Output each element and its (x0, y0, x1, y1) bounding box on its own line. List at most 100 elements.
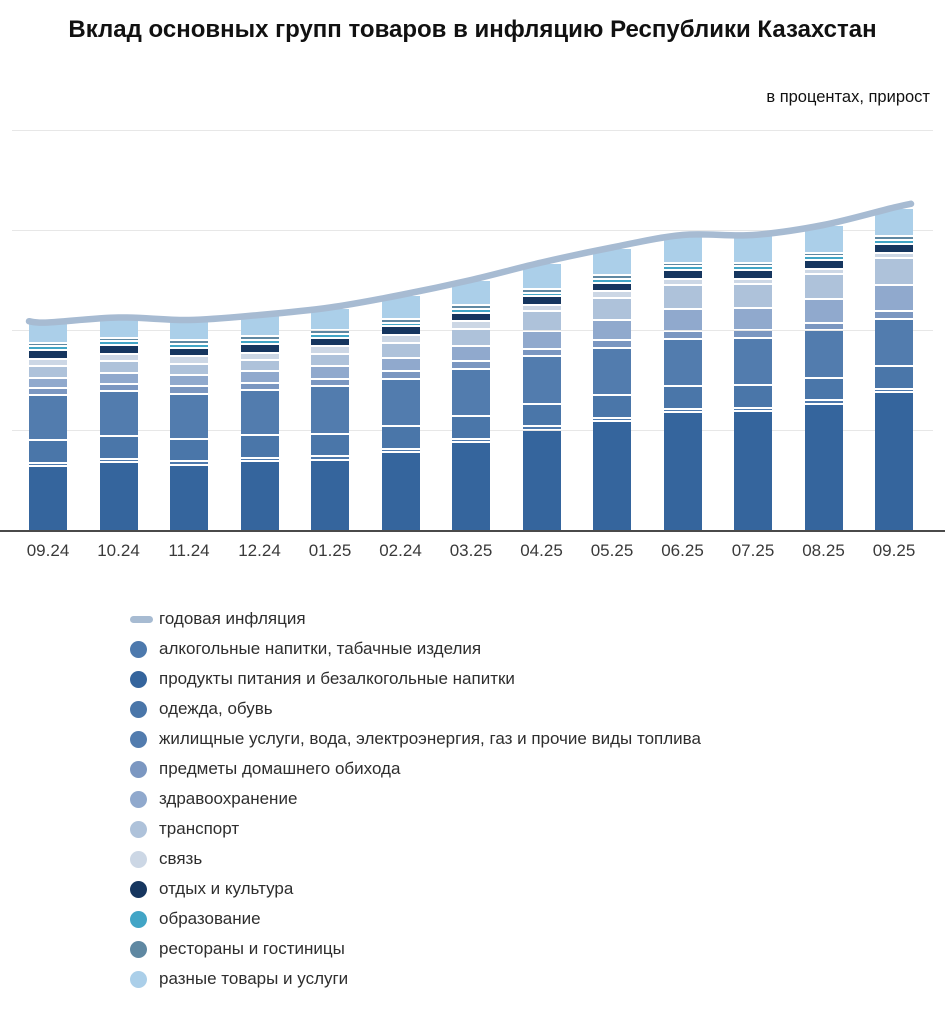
segment-alcohol[interactable] (381, 449, 420, 452)
segment-alcohol[interactable] (593, 418, 631, 420)
segment-clothing[interactable] (240, 436, 279, 457)
segment-restaurants[interactable] (170, 341, 208, 343)
segment-misc[interactable] (522, 263, 561, 288)
legend-item-alcohol[interactable]: алкогольные напитки, табачные изделия (130, 634, 701, 664)
segment-education[interactable] (875, 241, 913, 243)
segment-restaurants[interactable] (311, 331, 349, 333)
segment-alcohol[interactable] (875, 389, 913, 392)
segment-transport[interactable] (663, 286, 702, 308)
segment-housing[interactable] (29, 396, 67, 439)
segment-food[interactable] (29, 467, 67, 530)
segment-restaurants[interactable] (593, 276, 631, 278)
segment-household[interactable] (170, 387, 208, 393)
segment-household[interactable] (29, 388, 67, 394)
segment-restaurants[interactable] (875, 237, 913, 239)
bar-10.24[interactable] (99, 318, 138, 530)
segment-housing[interactable] (452, 369, 490, 416)
segment-restaurants[interactable] (452, 306, 490, 308)
segment-communication[interactable] (804, 269, 843, 273)
bar-06.25[interactable] (663, 236, 702, 530)
segment-alcohol[interactable] (29, 463, 67, 465)
segment-health[interactable] (311, 367, 349, 378)
legend-item-education[interactable]: образование (130, 904, 701, 934)
segment-transport[interactable] (875, 258, 913, 284)
segment-restaurants[interactable] (240, 337, 279, 339)
bar-11.24[interactable] (170, 321, 208, 530)
segment-clothing[interactable] (734, 386, 772, 407)
segment-restaurants[interactable] (381, 319, 420, 322)
segment-misc[interactable] (804, 226, 843, 252)
bar-12.24[interactable] (240, 316, 279, 530)
segment-recreation[interactable] (875, 244, 913, 252)
segment-health[interactable] (29, 378, 67, 387)
segment-restaurants[interactable] (99, 338, 138, 341)
segment-clothing[interactable] (804, 378, 843, 399)
segment-communication[interactable] (240, 353, 279, 359)
legend-item-health[interactable]: здравоохранение (130, 784, 701, 814)
segment-food[interactable] (522, 430, 561, 530)
segment-recreation[interactable] (522, 297, 561, 304)
segment-misc[interactable] (240, 316, 279, 336)
segment-education[interactable] (29, 347, 67, 349)
segment-clothing[interactable] (311, 434, 349, 456)
segment-housing[interactable] (522, 357, 561, 403)
segment-transport[interactable] (452, 329, 490, 346)
segment-transport[interactable] (240, 361, 279, 371)
segment-misc[interactable] (99, 318, 138, 337)
segment-recreation[interactable] (170, 348, 208, 356)
segment-alcohol[interactable] (311, 457, 349, 459)
bar-03.25[interactable] (452, 281, 490, 530)
segment-clothing[interactable] (663, 387, 702, 408)
bar-09.25[interactable] (875, 208, 913, 530)
segment-food[interactable] (663, 413, 702, 530)
segment-clothing[interactable] (593, 396, 631, 417)
segment-health[interactable] (663, 309, 702, 331)
segment-restaurants[interactable] (804, 253, 843, 256)
segment-household[interactable] (875, 312, 913, 318)
bar-09.24[interactable] (29, 323, 67, 530)
segment-transport[interactable] (311, 354, 349, 366)
segment-transport[interactable] (29, 367, 67, 377)
segment-communication[interactable] (452, 322, 490, 328)
segment-communication[interactable] (381, 336, 420, 342)
segment-education[interactable] (381, 323, 420, 326)
segment-misc[interactable] (663, 236, 702, 262)
segment-clothing[interactable] (170, 439, 208, 461)
legend-item-annual-inflation[interactable]: годовая инфляция (130, 604, 701, 634)
segment-education[interactable] (804, 257, 843, 259)
segment-health[interactable] (170, 376, 208, 386)
segment-recreation[interactable] (311, 338, 349, 346)
segment-housing[interactable] (381, 379, 420, 426)
segment-housing[interactable] (99, 392, 138, 436)
segment-household[interactable] (99, 384, 138, 391)
bar-01.25[interactable] (311, 308, 349, 530)
segment-household[interactable] (522, 349, 561, 356)
segment-household[interactable] (593, 341, 631, 347)
segment-alcohol[interactable] (522, 427, 561, 429)
legend-item-misc[interactable]: разные товары и услуги (130, 964, 701, 994)
legend-item-communication[interactable]: связь (130, 844, 701, 874)
segment-restaurants[interactable] (663, 263, 702, 266)
segment-education[interactable] (522, 293, 561, 296)
segment-transport[interactable] (804, 274, 843, 298)
segment-housing[interactable] (170, 394, 208, 438)
segment-recreation[interactable] (29, 351, 67, 358)
segment-restaurants[interactable] (734, 263, 772, 266)
segment-transport[interactable] (381, 343, 420, 357)
segment-clothing[interactable] (381, 427, 420, 448)
segment-misc[interactable] (170, 321, 208, 339)
segment-recreation[interactable] (240, 344, 279, 352)
segment-food[interactable] (452, 443, 490, 530)
segment-housing[interactable] (875, 319, 913, 366)
segment-housing[interactable] (593, 348, 631, 394)
segment-education[interactable] (734, 267, 772, 269)
segment-education[interactable] (663, 267, 702, 269)
segment-household[interactable] (734, 331, 772, 337)
segment-alcohol[interactable] (663, 409, 702, 412)
segment-health[interactable] (734, 308, 772, 329)
segment-food[interactable] (875, 393, 913, 530)
segment-recreation[interactable] (99, 346, 138, 353)
segment-household[interactable] (311, 379, 349, 386)
segment-communication[interactable] (663, 279, 702, 284)
bar-02.24[interactable] (381, 296, 420, 530)
